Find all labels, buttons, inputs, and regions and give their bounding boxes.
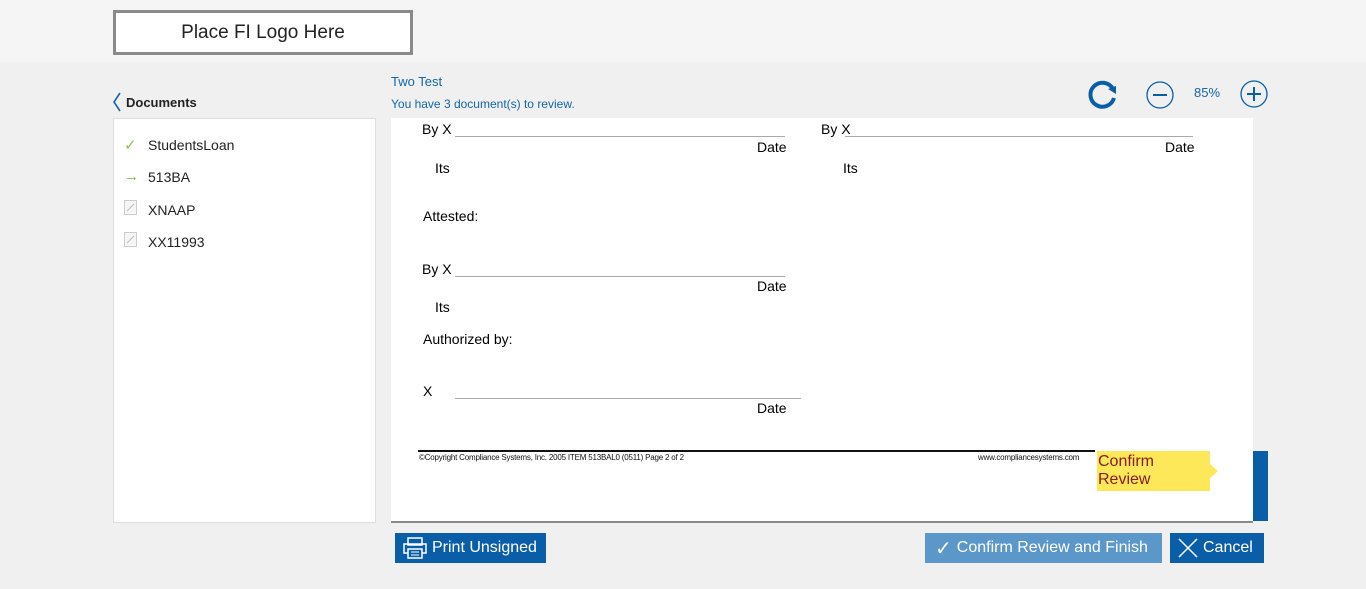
its-label: Its — [435, 299, 450, 315]
footer-rule — [418, 450, 1095, 452]
back-to-documents[interactable]: Documents — [112, 91, 197, 113]
close-icon — [1178, 538, 1198, 558]
attested-label: Attested: — [423, 208, 479, 224]
rotate-icon[interactable] — [1086, 78, 1120, 112]
confirm-finish-label: Confirm Review and Finish — [956, 539, 1148, 556]
date-label: Date — [757, 139, 787, 155]
footer-copyright: ©Copyright Compliance Systems, Inc. 2005… — [419, 453, 684, 462]
list-item-studentsloan[interactable]: ✓ StudentsLoan — [124, 136, 234, 154]
its-label: Its — [435, 160, 450, 176]
cancel-label: Cancel — [1203, 539, 1253, 556]
signature-line — [455, 398, 801, 399]
review-count-text: You have 3 document(s) to review. — [391, 97, 575, 111]
list-item-label: 513BA — [148, 168, 191, 185]
package-title: Two Test — [391, 74, 443, 89]
check-icon: ✓ — [124, 137, 137, 154]
its-label: Its — [843, 160, 858, 176]
list-item-xx11993[interactable]: XX11993 — [124, 232, 205, 251]
zoom-in-icon[interactable] — [1239, 79, 1269, 109]
signature-label: By X — [422, 121, 452, 137]
print-unsigned-label: Print Unsigned — [432, 539, 537, 556]
date-label: Date — [1165, 139, 1195, 155]
document-viewer[interactable]: By X Date Its By X Date Its Attested: By… — [391, 118, 1253, 523]
list-item-513ba[interactable]: → 513BA — [124, 168, 190, 185]
zoom-level: 85% — [1194, 85, 1221, 100]
signature-line — [845, 136, 1193, 137]
document-list: ✓ StudentsLoan → 513BA XNAAP XX11993 — [113, 118, 376, 523]
list-item-xnaap[interactable]: XNAAP — [124, 200, 195, 219]
zoom-out-icon[interactable] — [1145, 80, 1175, 110]
signature-x-label: X — [423, 383, 433, 399]
confirm-review-tag[interactable]: Confirm Review — [1097, 451, 1218, 491]
signature-label: By X — [821, 121, 851, 137]
logo-placeholder: Place FI Logo Here — [113, 10, 413, 55]
signature-line — [455, 276, 785, 277]
printer-icon — [403, 537, 427, 559]
authorized-by-label: Authorized by: — [423, 331, 513, 347]
list-item-label: StudentsLoan — [148, 137, 235, 153]
document-icon — [124, 232, 148, 251]
document-icon — [124, 200, 148, 219]
list-item-label: XX11993 — [148, 233, 205, 250]
signature-label: By X — [422, 261, 452, 277]
print-unsigned-button[interactable]: Print Unsigned — [395, 533, 546, 563]
arrow-right-icon: → — [124, 168, 139, 185]
confirm-review-finish-button[interactable]: ✓ Confirm Review and Finish — [925, 533, 1162, 563]
top-bar: Place FI Logo Here — [0, 0, 1366, 62]
footer-website: www.compliancesystems.com — [978, 453, 1080, 462]
documents-label: Documents — [126, 94, 197, 110]
cancel-button[interactable]: Cancel — [1170, 533, 1264, 563]
signature-line — [455, 136, 785, 137]
scroll-indicator[interactable] — [1253, 451, 1268, 521]
check-icon: ✓ — [935, 537, 952, 560]
date-label: Date — [757, 278, 787, 294]
list-item-label: XNAAP — [148, 201, 196, 218]
chevron-left-icon — [113, 92, 121, 112]
date-label: Date — [757, 400, 787, 416]
